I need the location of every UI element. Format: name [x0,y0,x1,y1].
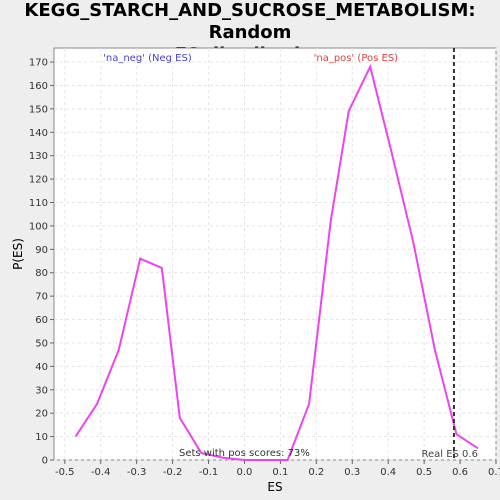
x-tick-label: -0.4 [91,467,111,478]
y-tick-label: 120 [29,175,48,186]
grid-lines [54,48,497,461]
y-tick-label: 0 [42,456,48,467]
y-tick-label: 110 [29,198,48,209]
y-tick-label: 80 [35,268,48,279]
y-tick-label: 50 [35,338,48,349]
y-tick-label: 30 [35,385,48,396]
plot-area [53,47,497,461]
axis-ticks: 0 10 20 30 40 50 60 70 80 90 100 110 120 130 140 150 160… [11,58,500,494]
y-tick-label: 170 [29,58,48,69]
neg-label: 'na_neg' (Neg ES) [103,53,192,64]
y-tick-label: 40 [35,362,48,373]
annotations: Real ES 0.6 'na_neg' (Neg ES) 'na_pos' (Po… [103,48,478,460]
series-group [74,63,479,461]
pos-label: 'na_pos' (Pos ES) [314,53,399,64]
x-tick-label: 0.6 [452,467,468,478]
x-tick-label: 0.0 [237,467,253,478]
x-tick-label: -0.1 [199,467,219,478]
x-tick-label: 0.4 [380,467,396,478]
x-axis-label: ES [267,480,282,494]
x-tick-label: 0.7 [488,467,500,478]
x-tick-label: 0.5 [416,467,432,478]
y-axis-label: P(ES) [11,238,25,270]
x-tick-label: -0.5 [55,467,75,478]
title-line-1: KEGG_STARCH_AND_SUCROSE_METABOLISM: Rand… [24,0,476,43]
x-tick-label: 0.1 [272,467,288,478]
x-tick-label: -0.2 [163,467,183,478]
y-tick-label: 60 [35,315,48,326]
y-tick-label: 90 [35,245,48,256]
x-tick-label: 0.2 [308,467,324,478]
y-tick-label: 130 [29,151,48,162]
x-tick-label: 0.3 [344,467,360,478]
y-tick-label: 70 [35,292,48,303]
x-tick-label: -0.3 [127,467,147,478]
y-tick-label: 10 [35,432,48,443]
y-tick-label: 20 [35,409,48,420]
y-tick-label: 140 [29,128,48,139]
y-tick-label: 100 [29,221,48,232]
real-es-label: Real ES 0.6 [421,449,477,460]
sets-with-pos-label: Sets with pos scores: 73% [179,448,310,459]
y-tick-label: 160 [29,81,48,92]
y-tick-label: 150 [29,104,48,115]
series-line [74,63,479,461]
